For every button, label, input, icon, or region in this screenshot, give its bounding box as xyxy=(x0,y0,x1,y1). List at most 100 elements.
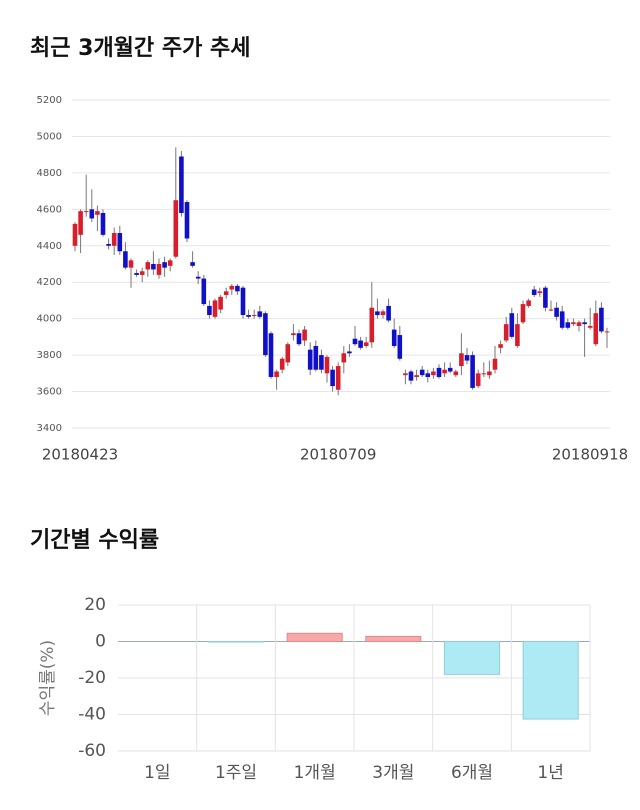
x-tick-label: 1주일 xyxy=(215,763,257,783)
y-axis-label: 수익률(%) xyxy=(38,640,58,716)
y-tick-label: 4600 xyxy=(37,204,62,215)
candle-body xyxy=(369,307,375,343)
y-tick-label: 4000 xyxy=(37,314,62,325)
x-tick-label: 6개월 xyxy=(451,763,493,783)
candle-body xyxy=(296,333,302,345)
candle-body xyxy=(520,304,526,323)
candle-body xyxy=(268,333,274,377)
candle-body xyxy=(380,311,386,316)
candle-body xyxy=(503,324,509,341)
candle-body xyxy=(274,371,279,377)
candle-body xyxy=(313,346,319,370)
candle-body xyxy=(453,371,459,376)
y-tick-label: 4800 xyxy=(37,168,62,179)
candle-body xyxy=(307,349,313,370)
candle-body xyxy=(134,273,139,275)
candle-body xyxy=(604,331,610,333)
candle-body xyxy=(431,371,436,376)
candle-body xyxy=(548,309,554,311)
candle-body xyxy=(89,209,95,219)
bar xyxy=(365,635,422,642)
candle-body xyxy=(363,342,369,346)
candle-chart: 3400 3600 3800 4000 4200 4400 4600 4800 5000 5200… xyxy=(37,95,629,464)
y-tick-label: 4400 xyxy=(37,241,62,252)
candle-body xyxy=(375,311,380,316)
candle-body xyxy=(173,200,179,257)
candle-body xyxy=(565,322,571,328)
bar xyxy=(286,632,343,642)
y-tick-label: 3600 xyxy=(37,387,62,398)
candle-body xyxy=(106,243,111,246)
candle-body xyxy=(291,333,296,336)
candle-body xyxy=(347,351,352,354)
candle-body xyxy=(223,291,229,295)
x-tick-label: 1개월 xyxy=(294,763,336,783)
chart-title: 최근 3개월간 주가 추세 xyxy=(30,36,251,61)
y-tick-label: -20 xyxy=(78,668,106,688)
bar xyxy=(522,641,579,720)
candle-body xyxy=(464,355,470,361)
candle-body xyxy=(386,305,391,321)
candle-body xyxy=(487,371,492,376)
candle-body xyxy=(531,289,537,295)
y-tick-label: 5000 xyxy=(37,131,62,142)
candle-body xyxy=(582,322,587,325)
candle-body xyxy=(111,233,117,246)
candle-body xyxy=(509,313,515,337)
candle-body xyxy=(559,311,565,328)
candle-body xyxy=(397,335,403,359)
candle-body xyxy=(358,340,363,348)
candle-body xyxy=(218,296,223,310)
bar xyxy=(443,641,501,675)
candle-body xyxy=(251,315,257,317)
candle-body xyxy=(352,338,358,345)
candle-body xyxy=(128,260,134,268)
y-tick-label: -40 xyxy=(78,705,106,725)
candle-body xyxy=(436,367,442,377)
candle-body xyxy=(229,285,235,290)
candle-body xyxy=(475,373,481,387)
candle-body xyxy=(593,313,599,345)
candle-body xyxy=(335,366,341,390)
candle-body xyxy=(537,291,543,294)
y-tick-label: 4200 xyxy=(37,277,62,288)
candle-body xyxy=(442,369,447,374)
y-tick-label: -60 xyxy=(78,741,106,761)
candle-body xyxy=(235,285,240,292)
candle-body xyxy=(246,315,251,317)
candle-body xyxy=(414,375,419,377)
candle-body xyxy=(100,212,106,235)
candle-body xyxy=(319,355,324,370)
candle-body xyxy=(341,353,347,363)
x-tick-label: 3개월 xyxy=(372,763,414,783)
candle-body xyxy=(139,271,145,275)
y-tick-label: 20 xyxy=(84,595,106,615)
candle-body xyxy=(184,202,190,239)
candle-body xyxy=(481,373,487,375)
candle-body xyxy=(459,353,464,367)
candle-body xyxy=(167,260,173,266)
candle-body xyxy=(285,344,291,363)
candle-body xyxy=(419,369,425,376)
candle-body xyxy=(324,356,330,374)
candle-body xyxy=(257,311,263,317)
candle-body xyxy=(78,211,83,235)
candle-body xyxy=(425,373,431,377)
bar xyxy=(207,641,265,643)
y-tick-label: 3800 xyxy=(37,350,62,361)
candle-body xyxy=(83,211,89,213)
candle-body xyxy=(526,300,531,306)
candle-body xyxy=(117,233,123,252)
x-tick-label: 1년 xyxy=(537,763,563,783)
candle-body xyxy=(72,223,78,246)
candle-body xyxy=(330,369,335,387)
x-tick-label: 20180709 xyxy=(300,446,376,464)
candle-body xyxy=(470,355,475,388)
y-tick-label: 3400 xyxy=(37,423,62,434)
candle-body xyxy=(498,344,503,348)
candle-body xyxy=(151,264,156,270)
y-tick-label: 5200 xyxy=(37,95,62,106)
x-tick-label: 1일 xyxy=(144,763,170,783)
candle-body xyxy=(391,329,397,346)
